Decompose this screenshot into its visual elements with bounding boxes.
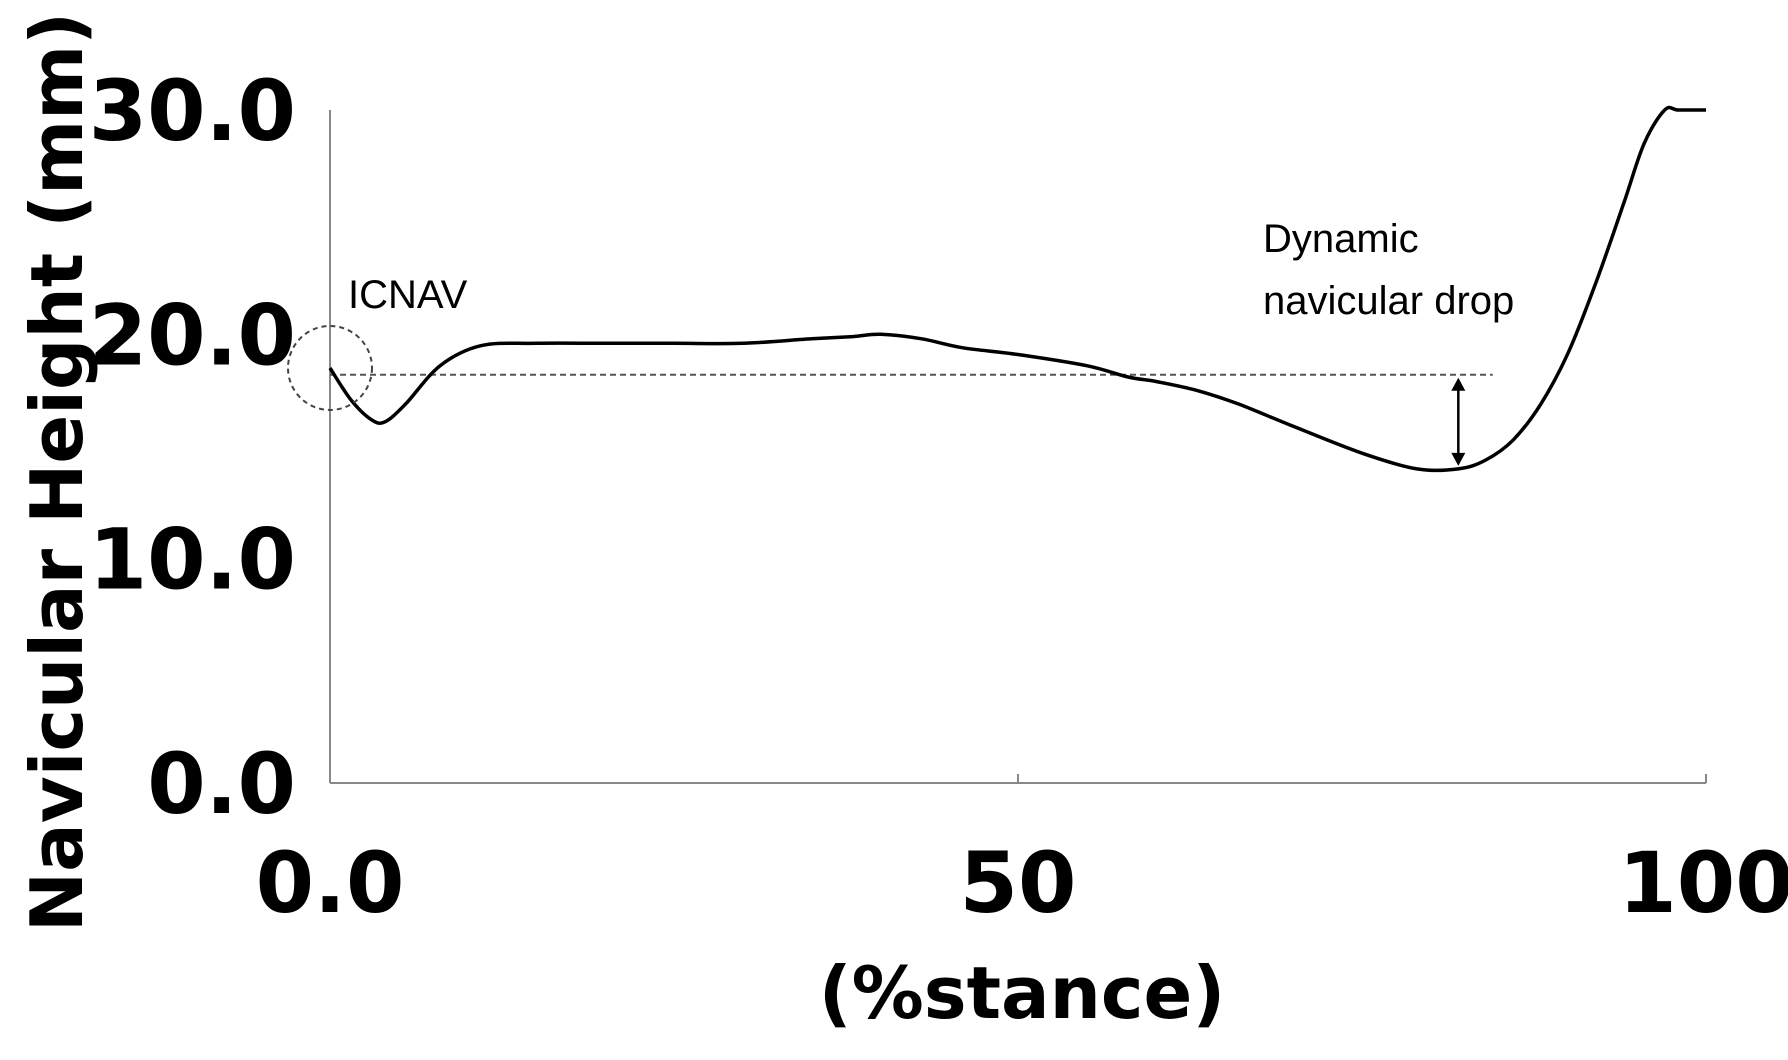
annotations-group: ICNAV Dynamic navicular drop	[287, 217, 1514, 466]
series-line	[328, 105, 1706, 473]
x-tick-label: 50	[960, 834, 1077, 932]
x-axis-title: (%stance)	[819, 951, 1226, 1035]
icnav-label: ICNAV	[348, 273, 468, 317]
icnav-circle	[287, 324, 373, 411]
y-axis-title: Navicular Height (mm)	[15, 12, 99, 932]
y-tick-label: 20.0	[89, 286, 296, 384]
tick-labels: 0.0 50 100 0.0 10.0 20.0 30.0	[89, 62, 1788, 932]
drop-label-line-2: navicular drop	[1263, 279, 1514, 323]
y-tick-label: 0.0	[147, 735, 296, 833]
y-tick-label: 10.0	[89, 511, 296, 609]
series-group	[328, 105, 1706, 473]
axis-titles: (%stance) Navicular Height (mm)	[15, 12, 1225, 1035]
drop-label-line-1: Dynamic	[1263, 217, 1419, 261]
x-tick-label: 0.0	[256, 834, 405, 932]
x-tick-label: 100	[1618, 834, 1788, 932]
y-tick-label: 30.0	[89, 62, 296, 160]
drop-arrow-head-up	[1451, 377, 1466, 391]
drop-arrow-head-down	[1451, 452, 1466, 466]
axes	[329, 110, 1707, 784]
